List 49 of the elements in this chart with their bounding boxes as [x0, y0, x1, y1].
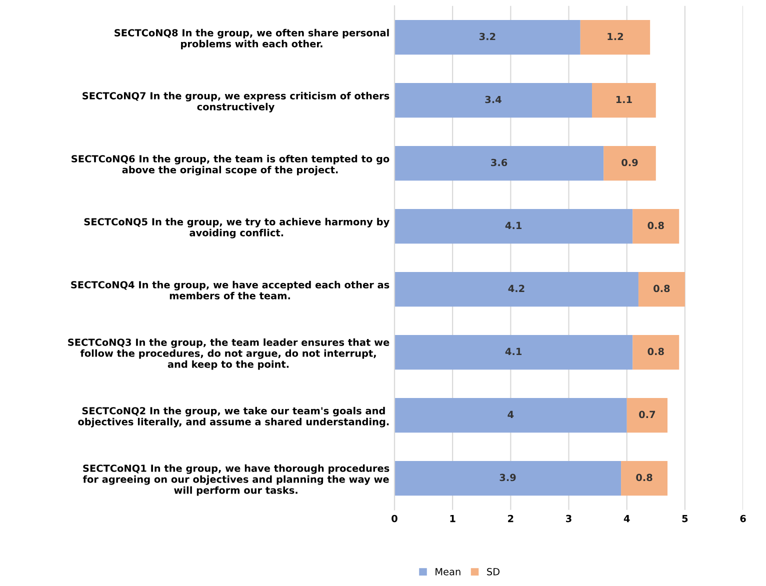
data-label: 4.2	[508, 284, 524, 292]
y-tick-label: SECTCoNQ2 In the group, we take our team's goals and objectives literally, and assume a shared understanding.	[78, 406, 389, 428]
bar	[580, 20, 650, 55]
y-tick-label: SECTCoNQ7 In the group, we express criticism of others constructively	[82, 92, 390, 112]
data-label: 0.8	[648, 348, 664, 356]
x-tick-label: 2	[508, 514, 514, 522]
legend-label: SD	[487, 568, 500, 576]
data-label: 1.2	[608, 32, 623, 40]
x-tick-label: 6	[740, 514, 746, 522]
data-label: 1.1	[616, 96, 632, 104]
bar	[394, 335, 633, 370]
bar	[604, 146, 656, 181]
bar	[394, 83, 592, 118]
x-tick-label: 0	[392, 514, 398, 522]
data-label: 3.4	[485, 96, 502, 104]
bar	[394, 209, 633, 244]
bar	[394, 461, 622, 496]
data-label: 0.9	[622, 158, 638, 166]
y-tick-label: SECTCoNQ4 In the group, we have accepted each other as members of the team.	[71, 280, 390, 300]
bar	[394, 20, 580, 55]
bar	[394, 398, 627, 433]
data-label: 0.8	[636, 474, 652, 482]
data-label: 0.8	[648, 222, 664, 230]
data-label: 0.7	[639, 410, 656, 418]
data-label: 4	[508, 410, 514, 418]
data-label: 0.8	[654, 284, 670, 292]
bar	[621, 461, 668, 496]
data-label: 3.9	[500, 474, 516, 482]
legend-label: Mean	[436, 568, 460, 576]
y-tick-label: SECTCoNQ6 In the group, the team is often tempted to go above the original scope of the project.	[72, 154, 390, 176]
y-tick-label: SECTCoNQ5 In the group, we try to achieve harmony by avoiding conflict.	[84, 218, 390, 238]
y-tick-label: SECTCoNQ3 In the group, the team leader ensures that we follow the procedures, do not argue, do not interrupt, and keep to the point.	[68, 338, 390, 370]
x-tick-label: 3	[566, 514, 572, 522]
bar	[394, 272, 638, 307]
bar	[394, 146, 604, 181]
x-tick-label: 1	[450, 514, 456, 522]
bar	[592, 83, 656, 118]
data-label: 3.6	[491, 158, 508, 166]
bar	[638, 272, 685, 307]
x-tick-label: 5	[682, 514, 688, 522]
data-label: 4.1	[505, 222, 522, 230]
bar	[632, 335, 680, 370]
y-tick-label: SECTCoNQ1 In the group, we have thorough procedures for agreeing on our objectives and planning the way we will perform our tasks.	[82, 464, 390, 496]
data-label: 3.2	[479, 32, 496, 40]
bar	[626, 398, 668, 433]
x-tick-label: 4	[624, 514, 630, 522]
y-tick-label: SECTCoNQ8 In the group, we often share personal problems with each other.	[114, 28, 389, 50]
data-label: 4.1	[505, 348, 522, 356]
bar	[632, 209, 680, 244]
